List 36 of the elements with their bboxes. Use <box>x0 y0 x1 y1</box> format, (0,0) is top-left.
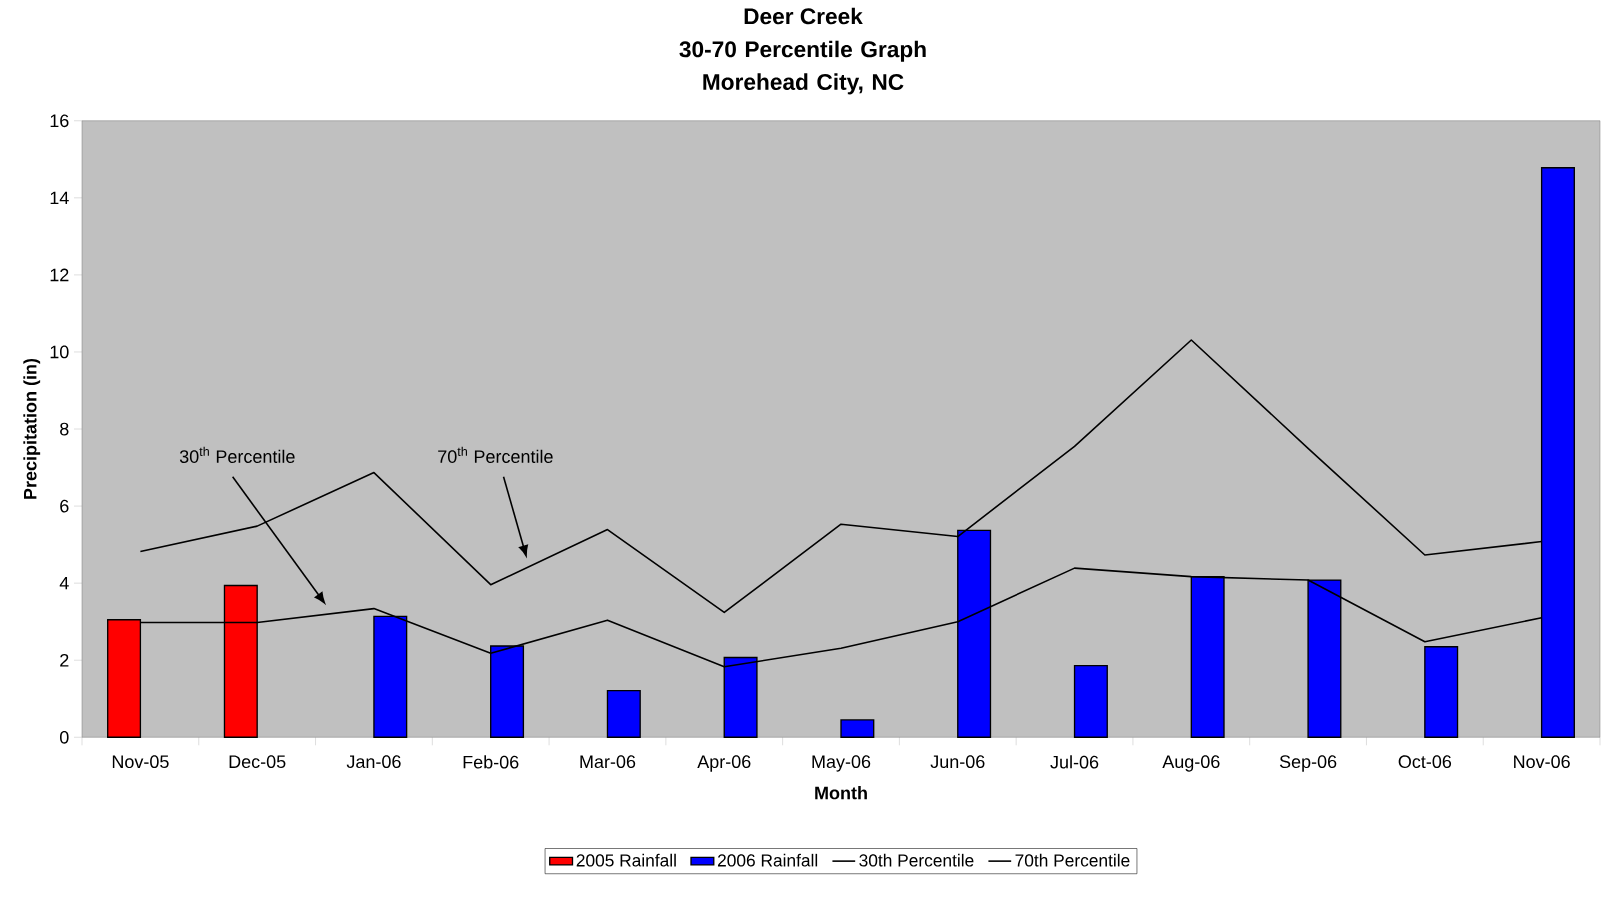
x-axis-title: Month <box>815 786 867 800</box>
x-tick-label: Oct-06 <box>1398 755 1452 769</box>
x-tick-label: Feb-06 <box>463 755 519 769</box>
x-tick-label: Aug-06 <box>1162 755 1220 772</box>
y-tick-label: 14 <box>50 191 69 205</box>
annotation: 70$^{th}$ Percentile <box>438 446 553 463</box>
y-tick-label: 4 <box>59 576 69 590</box>
x-tick-label: Jul-06 <box>1050 755 1099 769</box>
y-tick-label: 2 <box>60 653 69 667</box>
legend-label: 2005 Rainfall <box>576 853 676 867</box>
bar <box>1073 664 1108 738</box>
y-tick-label: 0 <box>60 730 69 744</box>
y-tick-label: 8 <box>60 422 69 436</box>
bar <box>1424 646 1459 738</box>
legend-label: 30th Percentile <box>859 853 974 867</box>
y-tick-label: 16 <box>50 114 69 128</box>
bar <box>606 689 641 738</box>
legend-label: 70th Percentile <box>1015 853 1130 867</box>
x-tick-label: Dec-05 <box>229 755 286 769</box>
x-tick-label: Nov-06 <box>1514 755 1570 769</box>
annotation: 30$^{th}$ Percentile <box>179 446 295 463</box>
chart-title: Deer Creek <box>744 7 863 25</box>
x-tick-label: Sep-06 <box>1279 755 1337 772</box>
y-tick-label: 10 <box>50 345 69 359</box>
x-tick-label: Apr-06 <box>697 755 751 772</box>
x-tick-label: Mar-06 <box>580 755 636 769</box>
x-tick-label: May-06 <box>812 755 871 772</box>
legend-label: 2006 Rainfall <box>717 853 818 867</box>
bar <box>840 719 875 738</box>
y-axis-title: Precipitation (in) <box>23 358 41 499</box>
y-tick-label: 6 <box>60 499 69 513</box>
x-tick-label: Jan-06 <box>346 755 401 769</box>
y-tick-label: 12 <box>50 268 69 282</box>
chart-subtitle: 30-70 Percentile Graph Morehead City, NC <box>679 40 926 95</box>
x-tick-label: Nov-05 <box>112 755 169 769</box>
x-tick-label: Jun-06 <box>930 755 985 769</box>
